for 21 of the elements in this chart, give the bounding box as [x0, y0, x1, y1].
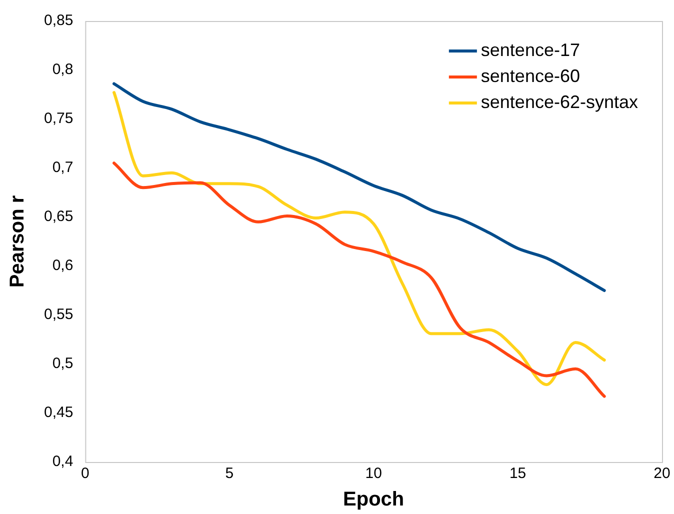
x-axis-title: Epoch — [343, 488, 404, 511]
y-tick-label: 0,45 — [44, 404, 74, 422]
y-tick-label: 0,65 — [44, 208, 74, 226]
x-tick-label: 0 — [81, 465, 90, 482]
y-tick-label: 0,4 — [52, 453, 74, 470]
y-tick-label: 0,8 — [52, 61, 74, 78]
x-tick-label: 5 — [225, 465, 234, 482]
y-tick-label: 0,7 — [52, 159, 74, 176]
legend-label: sentence-60 — [480, 66, 580, 86]
y-axis-title: Pearson r — [6, 195, 29, 288]
y-tick-label: 0,6 — [52, 257, 74, 274]
x-tick-label: 20 — [654, 465, 670, 482]
y-tick-label: 0,55 — [44, 306, 74, 324]
legend-label: sentence-62-syntax — [480, 92, 638, 112]
line-series — [112, 162, 606, 398]
y-tick-label: 0,5 — [52, 355, 74, 372]
y-tick-label: 0,85 — [44, 12, 74, 30]
y-tick-label: 0,75 — [44, 110, 74, 128]
legend-label: sentence-17 — [480, 40, 580, 60]
x-tick-label: 10 — [365, 465, 382, 482]
x-tick-label: 15 — [509, 465, 526, 482]
